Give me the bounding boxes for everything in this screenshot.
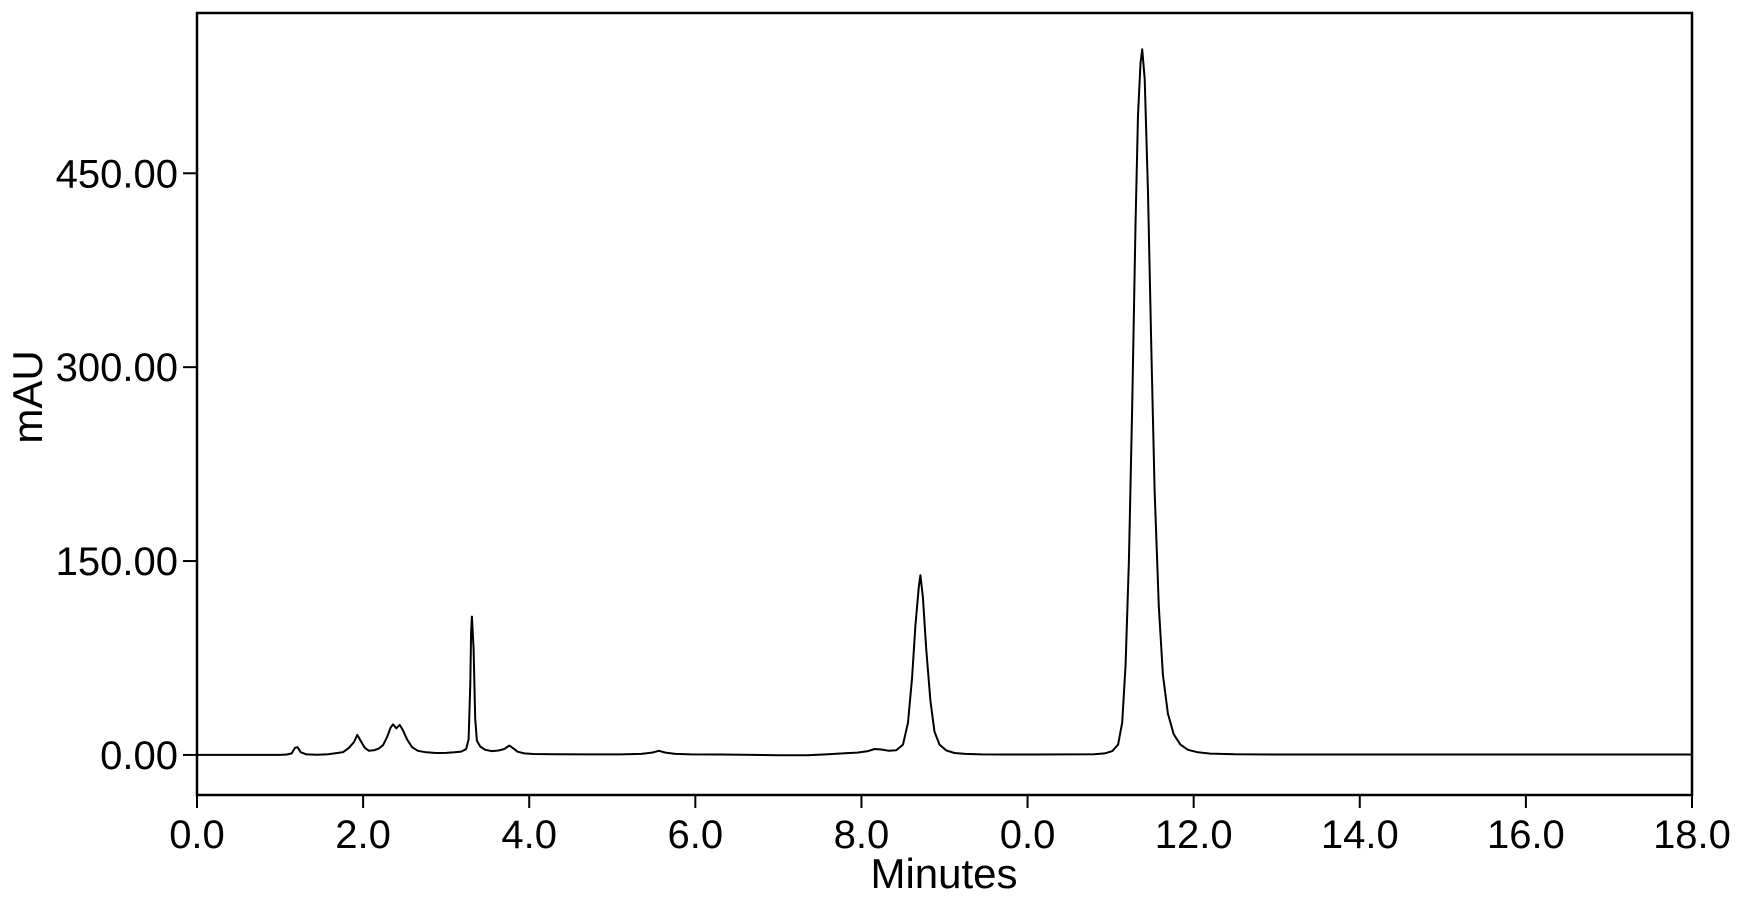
x-axis-ticks: 0.0 2.0 4.0 6.0 8.0 0.0 12.0 14.0 16.0 18.0 (169, 795, 1731, 857)
y-axis-ticks: 0.00 150.00 300.00 450.00 (56, 152, 197, 778)
x-axis-title: Minutes (870, 850, 1017, 897)
y-axis-title: mAU (4, 350, 51, 443)
x-tick-label: 0.0 (1000, 813, 1056, 857)
x-tick-label: 0.0 (169, 813, 225, 857)
x-tick-label: 6.0 (668, 813, 724, 857)
y-tick-label: 150.00 (56, 540, 178, 584)
x-tick-label: 2.0 (335, 813, 391, 857)
y-tick-label: 300.00 (56, 346, 178, 390)
plot-border (195, 11, 1694, 797)
chromatogram-trace (196, 48, 1693, 757)
y-tick-label: 450.00 (56, 152, 178, 196)
x-tick-label: 4.0 (501, 813, 557, 857)
x-tick-label: 8.0 (834, 813, 890, 857)
x-tick-label: 12.0 (1155, 813, 1233, 857)
x-tick-label: 16.0 (1487, 813, 1565, 857)
x-tick-label: 14.0 (1321, 813, 1399, 857)
x-tick-label: 18.0 (1653, 813, 1731, 857)
y-tick-label: 0.00 (100, 734, 178, 778)
